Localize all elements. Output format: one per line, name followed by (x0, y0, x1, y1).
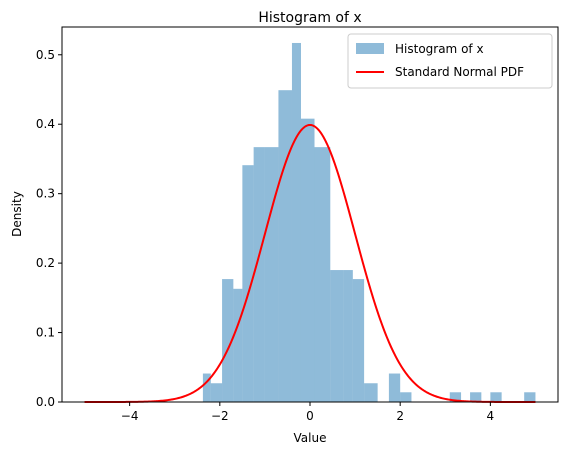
x-tick-label: 2 (396, 409, 404, 423)
x-tick-label: −4 (121, 409, 139, 423)
histogram-bar (202, 373, 211, 402)
normal-pdf-line (84, 123, 536, 403)
y-tick-label: 0.4 (36, 117, 55, 131)
histogram-bar (352, 279, 365, 402)
histogram-bar (343, 270, 353, 402)
legend-box (347, 33, 553, 89)
y-tick-label: 0.3 (36, 187, 55, 201)
x-tick-label: 0 (306, 409, 314, 423)
histogram-bar (470, 392, 482, 402)
chart-title: Histogram of x (258, 10, 361, 26)
histogram-bar (314, 147, 331, 402)
histogram-bar (330, 270, 344, 402)
histogram-bar (449, 392, 462, 402)
legend-label-pdf: Standard Normal PDF (395, 65, 524, 79)
x-axis: −4 −2 0 2 4 (121, 402, 494, 423)
histogram-bar (300, 118, 315, 403)
y-tick-label: 0.5 (36, 48, 55, 62)
legend-label-histogram: Histogram of x (395, 42, 484, 56)
histogram-bar (278, 90, 292, 402)
x-tick-label: 4 (487, 409, 495, 423)
histogram-bar (222, 279, 234, 402)
legend-swatch-histogram (356, 43, 384, 54)
histogram-bar (233, 288, 243, 402)
histogram-bar (490, 392, 502, 402)
x-axis-label: Value (294, 431, 327, 445)
histogram-bar (364, 383, 378, 402)
y-tick-label: 0.1 (36, 326, 55, 340)
histogram-bar (524, 392, 536, 402)
x-tick-label: −2 (211, 409, 229, 423)
histogram-bar (264, 147, 279, 402)
histogram-bar (291, 42, 301, 402)
y-axis-label: Density (10, 191, 24, 237)
y-axis: 0.0 0.1 0.2 0.3 0.4 0.5 (36, 48, 62, 409)
histogram-bar (388, 373, 401, 402)
y-tick-label: 0.2 (36, 256, 55, 270)
legend: Histogram of x Standard Normal PDF (347, 33, 553, 89)
y-tick-label: 0.0 (36, 395, 55, 409)
histogram-bar (242, 165, 254, 402)
histogram-bar (253, 147, 265, 402)
histogram-bars (202, 42, 536, 403)
histogram-bar (400, 392, 412, 402)
histogram-bar (210, 383, 223, 402)
